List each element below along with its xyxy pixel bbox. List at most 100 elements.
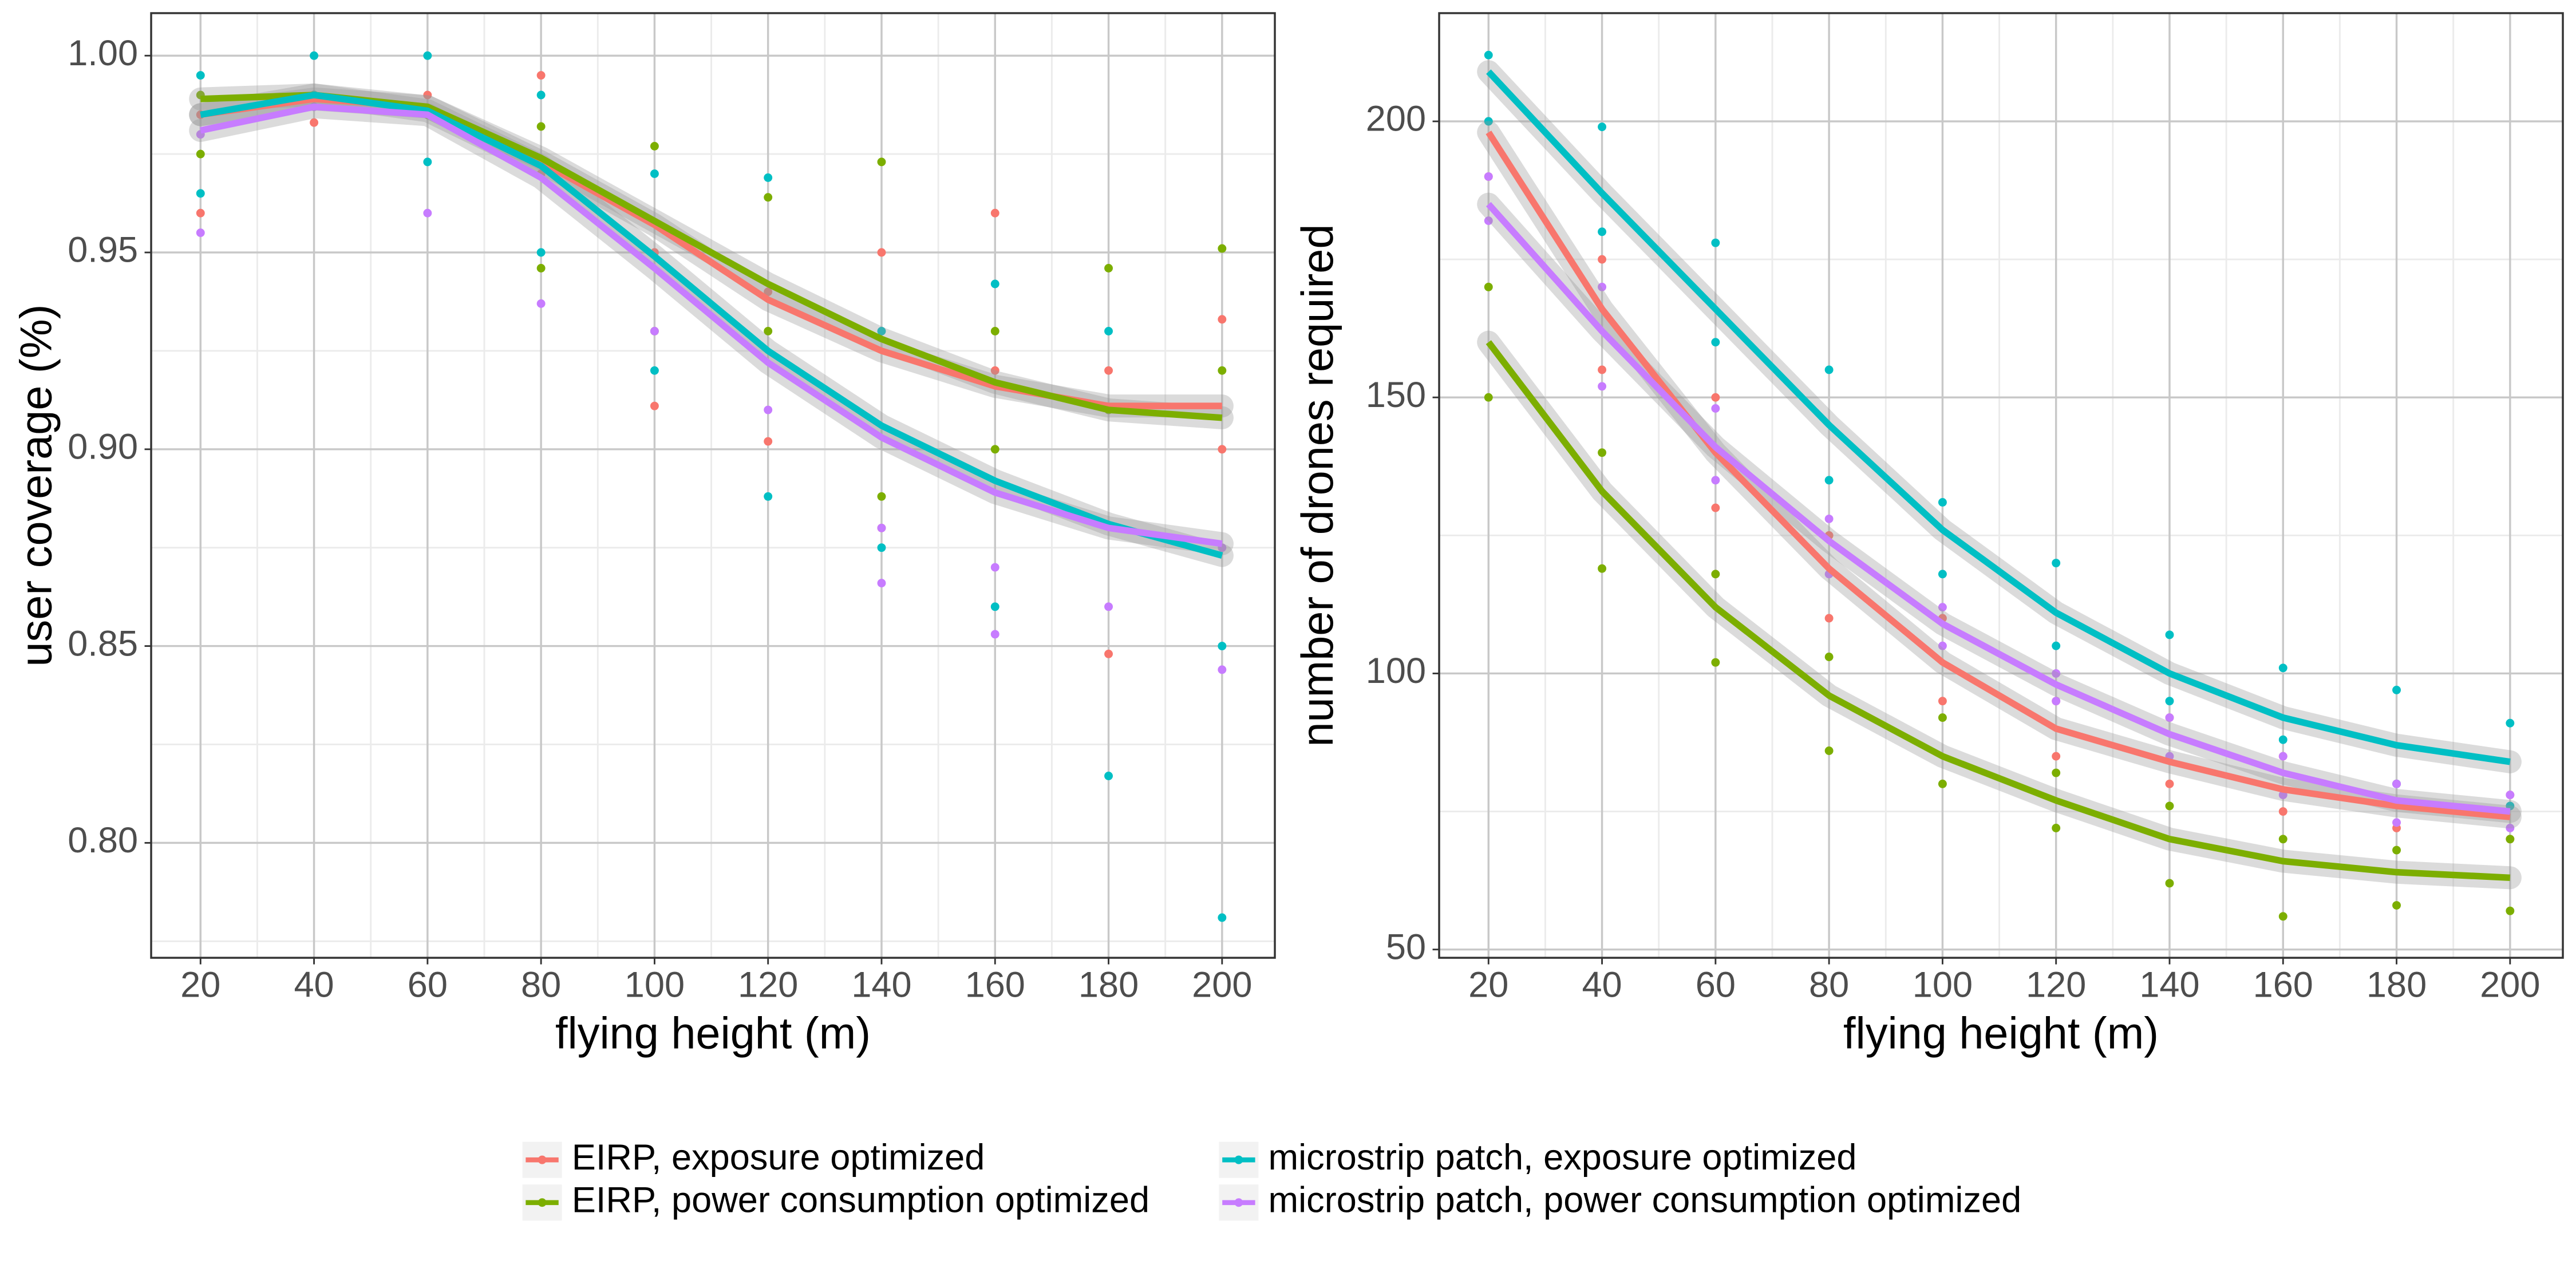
data-point xyxy=(1484,282,1493,291)
data-point xyxy=(990,327,999,335)
data-point xyxy=(1218,315,1227,324)
data-point xyxy=(1218,244,1227,253)
data-point xyxy=(2506,835,2515,844)
data-point xyxy=(423,208,432,218)
data-point xyxy=(1711,404,1720,413)
data-point xyxy=(1711,393,1720,402)
data-point xyxy=(1711,503,1720,512)
y-axis-title: user coverage (%) xyxy=(11,305,61,667)
data-point xyxy=(196,71,205,80)
plot-background xyxy=(151,13,1275,958)
data-point xyxy=(536,90,546,100)
data-point xyxy=(1484,117,1493,126)
data-point xyxy=(650,327,659,335)
data-point xyxy=(1104,264,1113,272)
data-point xyxy=(2392,901,2401,910)
data-point xyxy=(764,173,773,182)
data-point xyxy=(990,366,999,375)
x-tick-label: 180 xyxy=(2366,965,2427,1005)
x-axis-title: flying height (m) xyxy=(555,1009,871,1058)
data-point xyxy=(2278,735,2287,744)
data-point xyxy=(1484,216,1493,226)
legend-label: microstrip patch, exposure optimized xyxy=(1269,1137,1857,1178)
data-point xyxy=(650,141,659,151)
data-point xyxy=(1938,713,1947,722)
data-point xyxy=(196,189,205,198)
data-point xyxy=(2506,824,2515,832)
data-point xyxy=(1824,746,1834,755)
data-point xyxy=(1218,642,1227,651)
data-point xyxy=(990,279,999,289)
data-point xyxy=(764,492,773,501)
data-point xyxy=(650,169,659,178)
data-point xyxy=(196,208,205,218)
fit-line xyxy=(200,92,1223,559)
x-tick-label: 20 xyxy=(1468,965,1508,1005)
legend-label: EIRP, power consumption optimized xyxy=(572,1180,1149,1220)
y-tick-label: 0.80 xyxy=(68,820,138,860)
data-point xyxy=(650,401,659,410)
data-point xyxy=(1938,779,1947,788)
data-point xyxy=(1104,772,1113,780)
data-point xyxy=(990,445,999,454)
fit-line xyxy=(1485,340,2511,882)
data-point xyxy=(536,299,546,308)
data-point xyxy=(877,523,886,532)
data-point xyxy=(2052,641,2061,650)
data-point xyxy=(1938,498,1947,507)
data-point xyxy=(2392,818,2401,827)
x-tick-label: 60 xyxy=(408,965,448,1005)
panel: 50 100 150 200 20 40 60 80 100 120 140 160 180 200 fly… xyxy=(1293,12,2564,1058)
data-point xyxy=(2165,801,2174,811)
x-tick-label: 40 xyxy=(1582,965,1622,1005)
legend-key-dot xyxy=(538,1155,547,1164)
data-point xyxy=(2165,697,2174,706)
data-point xyxy=(1824,365,1834,374)
data-point xyxy=(1824,476,1834,485)
x-tick-label: 100 xyxy=(625,965,685,1005)
data-point xyxy=(423,51,432,60)
data-point xyxy=(1598,282,1607,291)
data-point xyxy=(2165,879,2174,888)
y-tick-label: 0.85 xyxy=(68,623,138,663)
legend-key-dot xyxy=(1234,1155,1243,1164)
data-point xyxy=(2165,713,2174,722)
data-point xyxy=(423,157,432,167)
x-tick-label: 100 xyxy=(1913,965,1973,1005)
data-point xyxy=(536,122,546,131)
data-point xyxy=(2052,824,2061,832)
data-point xyxy=(1711,476,1720,485)
data-point xyxy=(1218,445,1227,454)
y-tick-label: 0.95 xyxy=(68,230,138,270)
data-point xyxy=(1824,514,1834,523)
x-tick-label: 200 xyxy=(1192,965,1252,1005)
data-point xyxy=(1938,570,1947,579)
data-point xyxy=(1218,366,1227,375)
data-point xyxy=(764,287,773,297)
data-point xyxy=(2506,791,2515,800)
data-point xyxy=(1484,172,1493,181)
data-point xyxy=(2052,559,2061,568)
fit-line xyxy=(1486,69,2511,765)
data-point xyxy=(1104,602,1113,611)
fit-line xyxy=(200,103,1223,547)
data-point xyxy=(310,118,319,127)
panel: 0.80 0.85 0.90 0.95 1.00 20 40 60 80 100 120 140 160… xyxy=(11,12,1276,1058)
y-axis-title: number of drones required xyxy=(1293,224,1342,747)
panel-border xyxy=(1438,12,2564,959)
x-tick-label: 160 xyxy=(965,965,1025,1005)
fit-line xyxy=(1486,202,2511,815)
y-tick-label: 50 xyxy=(1386,927,1426,967)
y-tick-label: 100 xyxy=(1366,651,1426,691)
data-point xyxy=(877,157,886,167)
data-point xyxy=(1598,227,1607,236)
data-point xyxy=(2278,807,2287,816)
data-point xyxy=(1104,649,1113,658)
data-point xyxy=(1598,255,1607,264)
legend-key-dot xyxy=(1234,1198,1243,1207)
x-tick-label: 140 xyxy=(2139,965,2199,1005)
x-tick-label: 80 xyxy=(521,965,561,1005)
data-point xyxy=(2278,752,2287,761)
data-point xyxy=(990,602,999,611)
